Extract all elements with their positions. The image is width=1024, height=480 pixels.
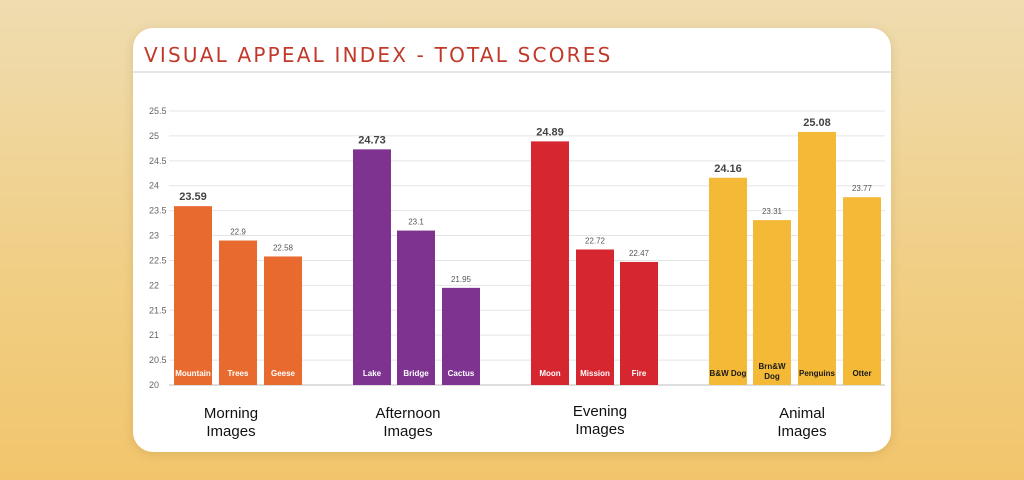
group-label-afternoon-line2: Images	[383, 423, 433, 440]
y-tick-label: 21.5	[149, 305, 167, 315]
y-tick-label: 21	[149, 330, 159, 340]
bar-category-label: Otter	[852, 369, 871, 378]
bar-category-label: Mission	[580, 369, 610, 378]
data-label: 23.59	[179, 191, 207, 203]
group-label-afternoon-line1: Afternoon	[375, 405, 441, 422]
y-tick-label: 22.5	[149, 255, 167, 265]
data-label: 22.9	[230, 228, 246, 237]
bar-chart: 20 20.5 21 21.5 22 22.5 23 23.5 24 24.5 25 25.5 23.5…	[149, 106, 885, 390]
bar-category-label: Bridge	[403, 369, 429, 378]
data-label: 22.72	[585, 236, 606, 245]
data-label: 25.08	[803, 117, 831, 129]
data-label: 23.1	[408, 218, 424, 227]
bar	[174, 206, 212, 385]
group-label-animal-line2: Images	[777, 423, 827, 440]
data-label: 24.73	[358, 134, 386, 146]
data-label: 22.58	[273, 243, 294, 252]
bar	[576, 249, 614, 385]
group-label-morning-line2: Images	[206, 423, 256, 440]
bar	[798, 131, 836, 385]
title-divider	[133, 71, 891, 73]
bar-category-label: B&W Dog	[710, 369, 747, 378]
data-label: 23.31	[762, 207, 783, 216]
bar-category-label: Cactus	[448, 369, 475, 378]
y-tick-label: 25.5	[149, 106, 167, 116]
group-label-morning: Morning Images	[166, 405, 296, 441]
bar	[531, 141, 569, 385]
group-label-evening-line2: Images	[575, 421, 625, 438]
chart-card: VISUAL APPEAL INDEX - TOTAL SCORES 20 20.…	[133, 28, 891, 452]
y-tick-label: 23.5	[149, 206, 167, 216]
bar-category-label: Lake	[363, 369, 382, 378]
data-label: 21.95	[451, 275, 472, 284]
data-label: 24.16	[714, 163, 742, 175]
y-tick-label: 25	[149, 131, 159, 141]
data-label: 23.77	[852, 184, 873, 193]
group-label-evening: Evening Images	[535, 403, 665, 439]
bar	[753, 220, 791, 385]
bar	[353, 149, 391, 385]
bar-category-label: Geese	[271, 369, 296, 378]
bar	[219, 240, 257, 385]
group-label-animal: Animal Images	[737, 405, 867, 441]
group-label-morning-line1: Morning	[203, 405, 259, 422]
y-tick-label: 24	[149, 181, 159, 191]
group-label-evening-line1: Evening	[572, 403, 628, 420]
y-tick-label: 20	[149, 380, 159, 390]
bar-category-label: Fire	[632, 369, 647, 378]
bar	[709, 177, 747, 385]
y-tick-label: 22	[149, 280, 159, 290]
group-label-animal-line1: Animal	[779, 405, 825, 422]
data-label: 22.47	[629, 249, 650, 258]
bar	[620, 261, 658, 385]
y-tick-label: 20.5	[149, 355, 167, 365]
bar	[397, 230, 435, 385]
y-tick-label: 24.5	[149, 156, 167, 166]
bar-category-label: Penguins	[799, 369, 836, 378]
bar-category-label: Brn&W	[758, 362, 786, 371]
bar	[843, 197, 881, 385]
y-tick-label: 23	[149, 231, 159, 241]
chart-title: VISUAL APPEAL INDEX - TOTAL SCORES	[144, 43, 613, 67]
bar-category-label: Dog	[764, 372, 780, 381]
group-label-afternoon: Afternoon Images	[343, 405, 473, 441]
bar-category-label: Trees	[228, 369, 249, 378]
bar-category-label: Mountain	[175, 369, 211, 378]
bar	[264, 256, 302, 385]
bar	[442, 287, 480, 385]
bar-category-label: Moon	[539, 369, 560, 378]
data-label: 24.89	[536, 126, 564, 138]
